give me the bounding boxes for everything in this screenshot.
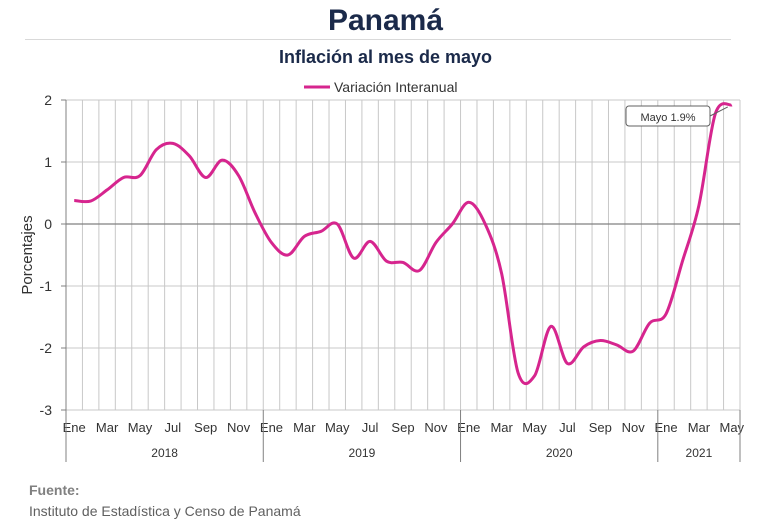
x-tick-label: Ene	[654, 420, 677, 435]
year-label: 2021	[686, 446, 713, 460]
line-chart: -3 -2 -1 0 1 2 Porcentajes Ene Mar May Jul Sep Nov En…	[19, 79, 745, 462]
x-tick-label: May	[522, 420, 547, 435]
x-tick-label: Sep	[589, 420, 612, 435]
y-tick-label: -2	[40, 340, 53, 356]
source-label: Fuente:	[29, 482, 80, 498]
year-label: 2018	[151, 446, 178, 460]
title-divider	[25, 39, 731, 40]
x-tick-label: Jul	[165, 420, 182, 435]
x-tick-label: Nov	[227, 420, 251, 435]
x-tick-label: Sep	[391, 420, 414, 435]
y-tick-label: -3	[40, 402, 53, 418]
y-tick-label: -1	[40, 278, 53, 294]
x-tick-label: Ene	[260, 420, 283, 435]
x-tick-label: Ene	[457, 420, 480, 435]
x-tick-label: Mar	[96, 420, 119, 435]
x-tick-label: Jul	[559, 420, 576, 435]
y-axis-title: Porcentajes	[19, 215, 36, 294]
x-tick-label: Nov	[622, 420, 646, 435]
x-tick-label: May	[325, 420, 350, 435]
x-tick-label: Ene	[63, 420, 86, 435]
y-tick-label: 2	[44, 92, 52, 108]
year-label: 2020	[546, 446, 573, 460]
x-tick-label: Sep	[194, 420, 217, 435]
y-tick-label: 1	[44, 154, 52, 170]
page-title: Panamá	[327, 4, 444, 37]
x-tick-label: Jul	[362, 420, 379, 435]
legend-label: Variación Interanual	[334, 79, 457, 95]
x-tick-label: Mar	[293, 420, 316, 435]
x-tick-label: May	[719, 420, 744, 435]
chart-subtitle: Inflación al mes de mayo	[278, 47, 493, 67]
x-tick-label: Mar	[688, 420, 711, 435]
series-line-variacion-interanual	[74, 102, 733, 386]
x-tick-label: Nov	[424, 420, 448, 435]
x-tick-label: Mar	[490, 420, 513, 435]
y-tick-label: 0	[44, 216, 52, 232]
annotation-label: Mayo 1.9%	[640, 112, 695, 124]
x-tick-label: May	[128, 420, 153, 435]
year-label: 2019	[349, 446, 376, 460]
source-text: Instituto de Estadística y Censo de Pana…	[29, 503, 301, 519]
annotation-leader	[709, 106, 729, 117]
